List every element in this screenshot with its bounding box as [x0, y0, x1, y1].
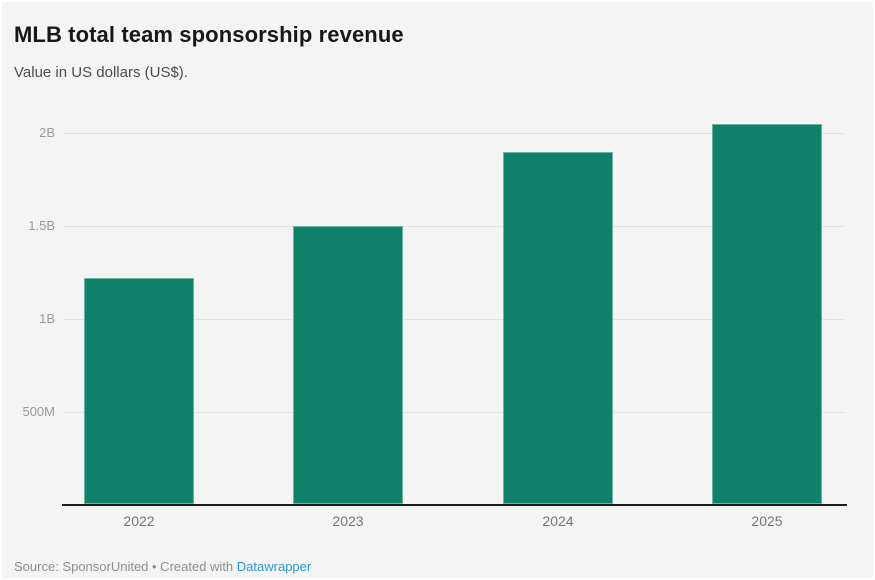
x-axis-label-2024: 2024 — [542, 513, 574, 529]
y-axis-label-1.5B: 1.5B — [28, 218, 55, 233]
datawrapper-link[interactable]: Datawrapper — [236, 559, 312, 574]
gridline-2B — [63, 133, 845, 134]
gridline-500M — [63, 412, 845, 413]
gridline-1.5B — [63, 226, 845, 227]
y-axis-label-1B: 1B — [39, 311, 55, 326]
chart-title: MLB total team sponsorship revenue — [14, 22, 404, 47]
gridline-1B — [63, 319, 845, 320]
x-axis-line — [62, 504, 847, 506]
x-axis-label-2023: 2023 — [332, 513, 364, 529]
y-axis-label-2B: 2B — [39, 125, 55, 140]
source-text: Source: SponsorUnited • Created with — [14, 559, 237, 574]
chart-subtitle: Value in US dollars (US$). — [14, 64, 188, 81]
bar-2023 — [293, 226, 403, 504]
bar-2025 — [712, 124, 822, 504]
x-axis-label-2022: 2022 — [123, 513, 155, 529]
x-axis-label-2025: 2025 — [751, 513, 783, 529]
bar-2024 — [503, 152, 613, 504]
y-axis-label-500M: 500M — [22, 404, 55, 419]
bar-2022 — [84, 278, 194, 504]
source-line: Source: SponsorUnited • Created with Dat… — [14, 559, 311, 574]
